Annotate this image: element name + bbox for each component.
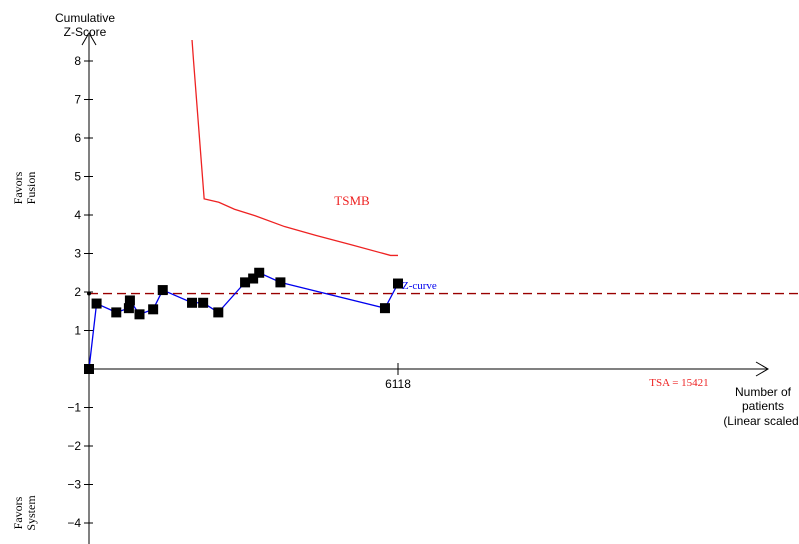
x-axis-title-line-1: Number of	[735, 385, 792, 399]
z-curve-point-0	[84, 364, 94, 374]
z-curve-point-7	[157, 285, 168, 296]
z-curve-point-2	[111, 307, 122, 318]
y-tick-label-3: 3	[74, 247, 81, 261]
series-label-tsmb: TSMB	[334, 193, 370, 208]
series-line-tsmb	[191, 39, 398, 257]
x-axis-arrowhead	[755, 361, 769, 377]
y-tick-label--2: −2	[67, 439, 81, 453]
y-tick-label-7: 7	[74, 93, 81, 107]
y-tick-label-2: 2	[74, 285, 81, 299]
y-tick-label--4: −4	[67, 516, 81, 530]
reference-lines	[87, 291, 799, 296]
z-curve-point-9	[198, 297, 209, 308]
y-tick-label-8: 8	[74, 54, 81, 68]
x-axis-title-line-2: patients	[742, 399, 784, 413]
ticks: 8 7 6 5 4 3 2 1 −1 −2 −3 −4 6118	[67, 54, 411, 530]
tsa-label: TSA = 15421	[649, 377, 708, 389]
z-curve-point-10	[213, 307, 224, 318]
y-tick-label-1: 1	[74, 324, 81, 338]
favors-fusion-line-2: Fusion	[24, 172, 38, 205]
x-tick-label-6118: 6118	[385, 377, 411, 391]
favors-system-line-2: System	[24, 495, 38, 531]
z-curve-point-15	[379, 303, 390, 314]
y-axis-arrowhead	[81, 32, 97, 46]
z-curve-point-3	[123, 303, 134, 314]
z-curve-point-11	[240, 277, 251, 288]
series-label-z-curve: Z-curve	[402, 280, 437, 292]
markers	[84, 267, 403, 374]
y-axis-title-line-2: Z-Score	[64, 25, 107, 39]
z-curve-point-1	[91, 298, 102, 309]
favors-system-line-1: Favors	[11, 496, 25, 529]
y-tick-label-4: 4	[74, 208, 81, 222]
y-tick-label-5: 5	[74, 170, 81, 184]
z-curve-point-13	[254, 267, 265, 278]
y-tick-label--3: −3	[67, 478, 81, 492]
y-tick-label-6: 6	[74, 131, 81, 145]
z-curve-point-14	[275, 277, 286, 288]
y-tick-label--1: −1	[67, 401, 81, 415]
favors-fusion-line-1: Favors	[11, 171, 25, 204]
z-curve-point-5	[134, 309, 145, 320]
z-curve-point-12	[248, 273, 259, 284]
axes	[81, 32, 769, 544]
z-curve-point-8	[187, 297, 198, 308]
z-curve-point-4	[124, 295, 135, 306]
z-curve-point-6	[148, 304, 159, 315]
x-axis-title-line-3: (Linear scaled)	[723, 414, 799, 428]
y-axis-title-line-1: Cumulative	[55, 11, 115, 25]
z-curve-point-16	[393, 278, 403, 289]
